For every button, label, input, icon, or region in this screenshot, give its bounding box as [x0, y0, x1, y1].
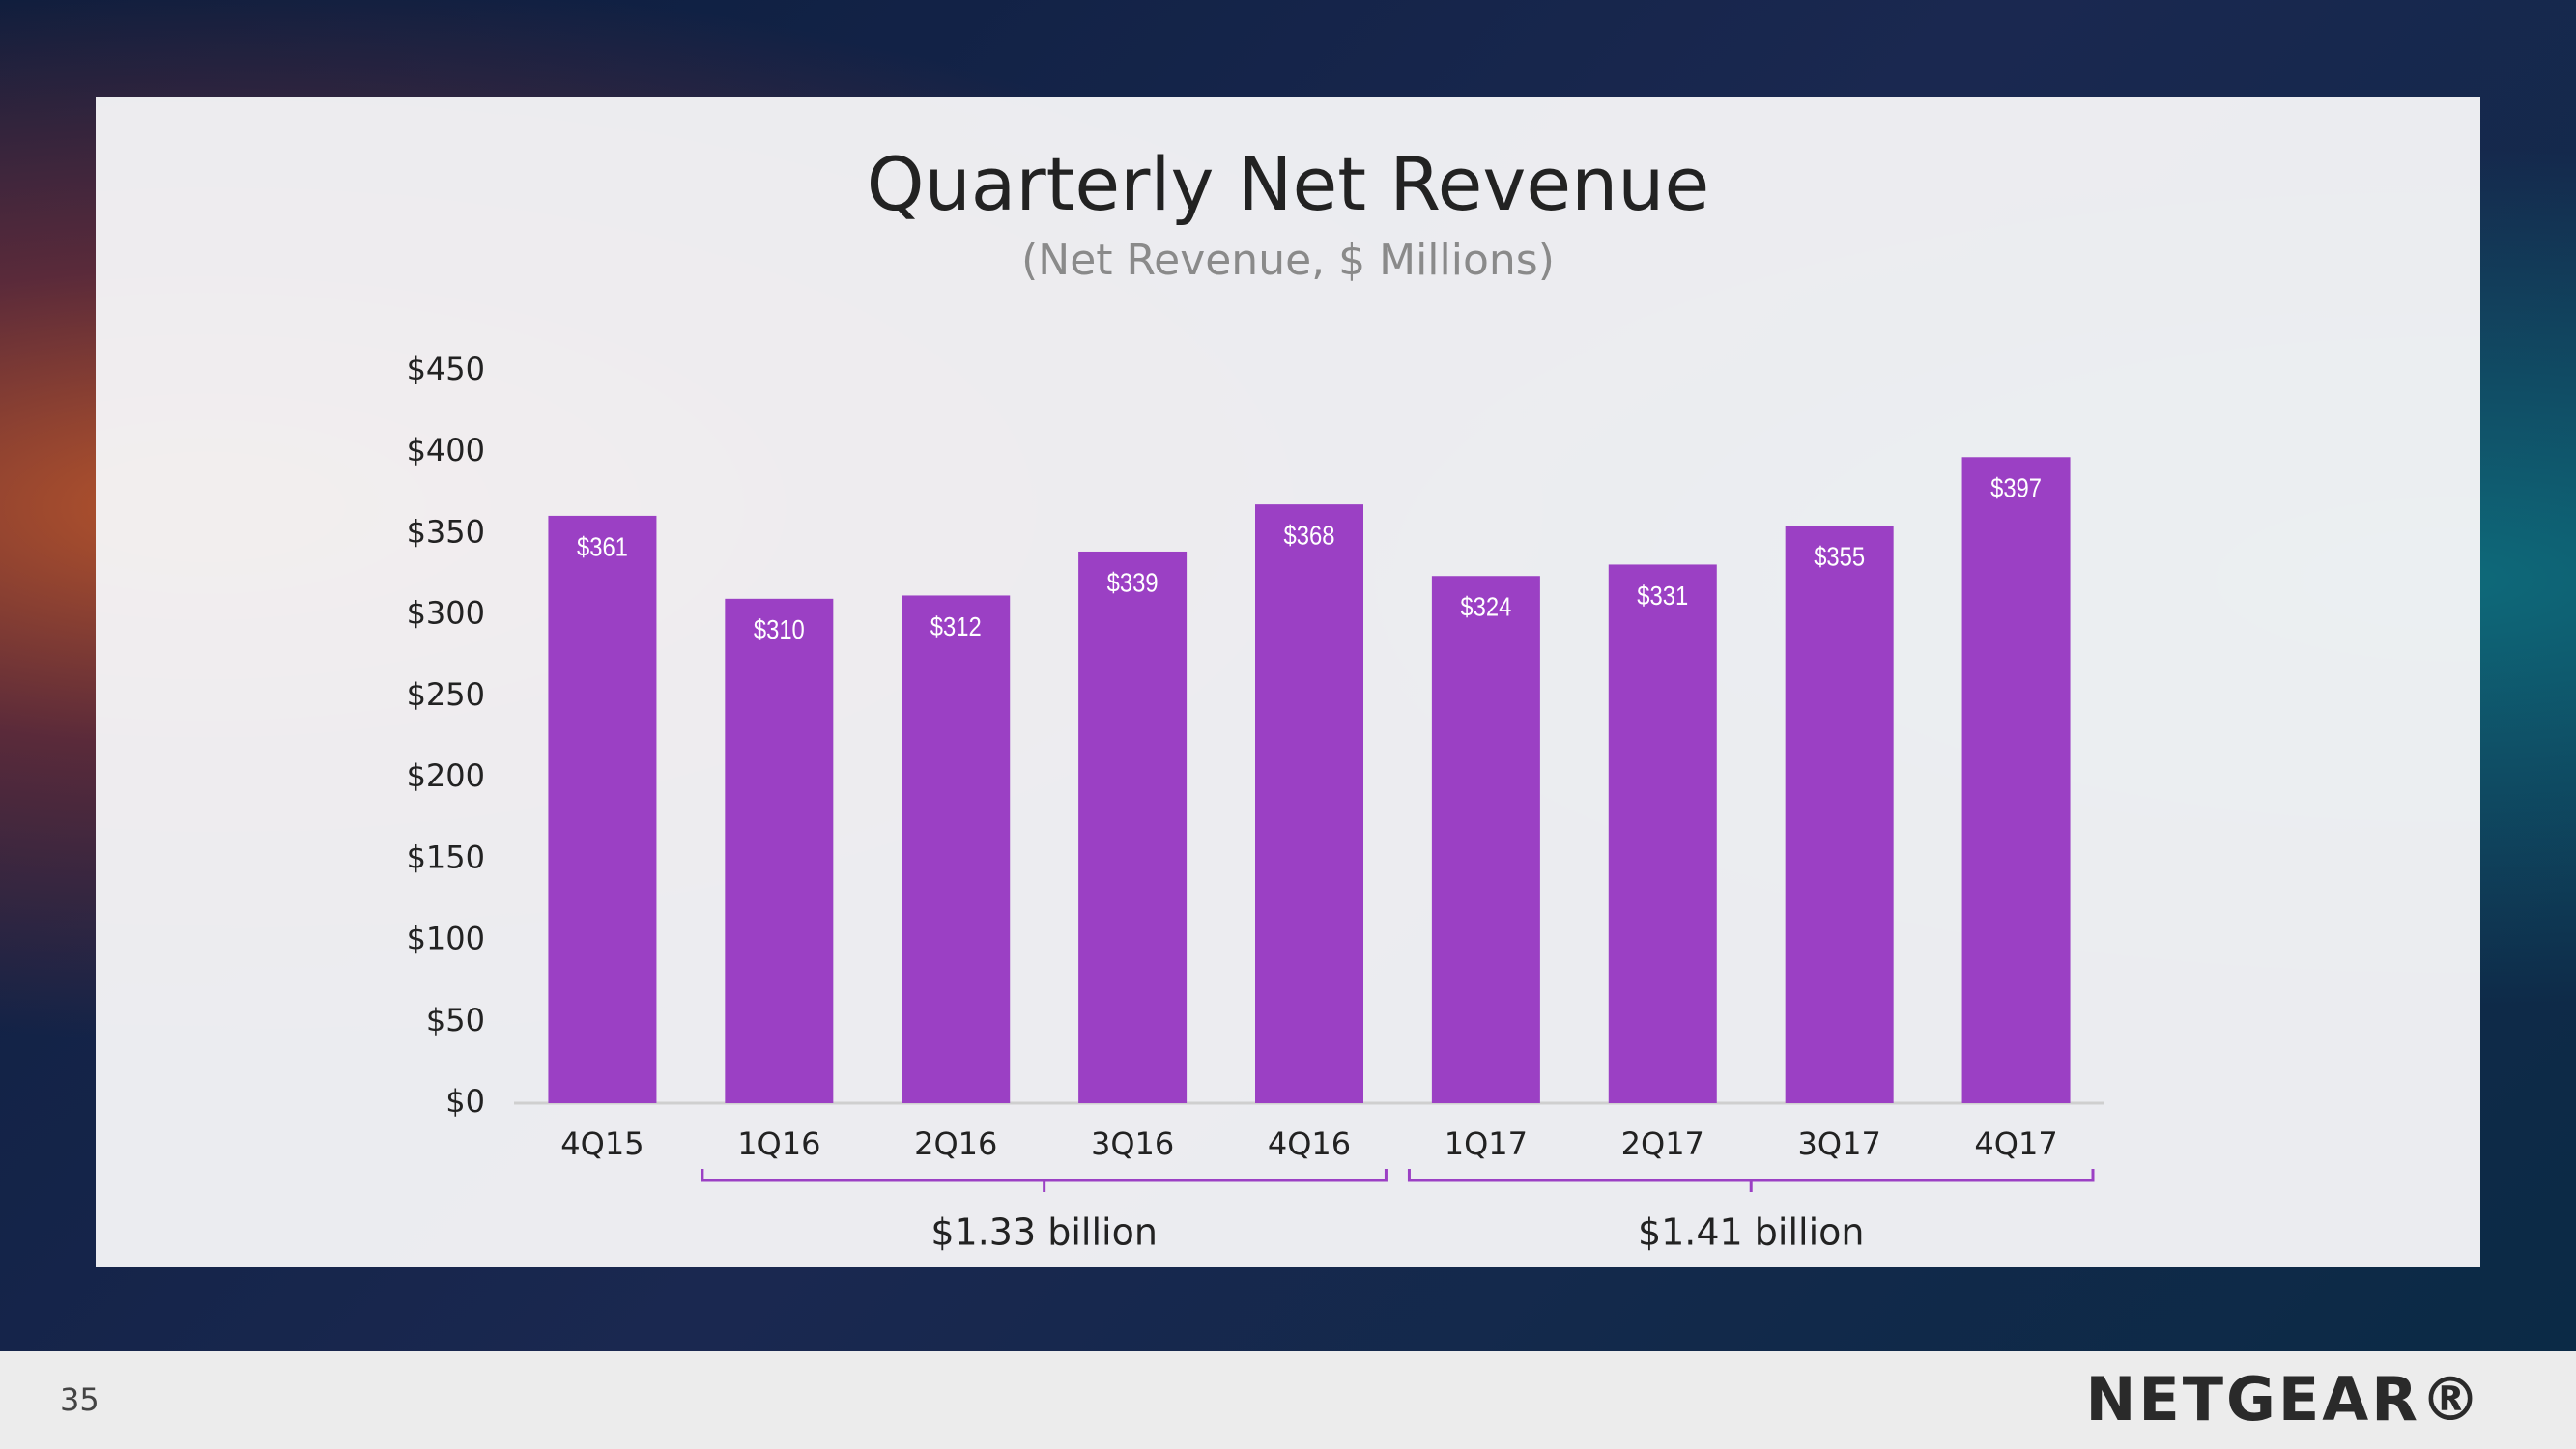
bracket: [701, 1169, 1388, 1192]
bar: [1961, 457, 2071, 1104]
x-tick-label: 3Q16: [1091, 1125, 1174, 1162]
bar: [1608, 564, 1717, 1103]
value-label: $397: [1990, 472, 2042, 503]
y-tick-label: $0: [445, 1083, 485, 1120]
x-tick-label: 4Q15: [560, 1125, 644, 1162]
value-label: $324: [1460, 591, 1511, 622]
y-tick-label: $100: [407, 921, 485, 957]
value-label: $339: [1107, 567, 1159, 598]
footer: [0, 1351, 2576, 1449]
y-tick-label: $250: [407, 676, 485, 713]
y-tick-label: $50: [426, 1002, 485, 1038]
value-label: $355: [1814, 541, 1865, 572]
bar: [902, 595, 1011, 1103]
value-label: $312: [930, 611, 982, 641]
x-tick-label: 3Q17: [1798, 1125, 1881, 1162]
x-tick-label: 1Q16: [737, 1125, 820, 1162]
x-tick-label: 2Q17: [1621, 1125, 1704, 1162]
value-label: $310: [754, 613, 805, 644]
bracket: [1407, 1169, 2095, 1192]
value-label: $361: [577, 530, 628, 561]
y-tick-label: $400: [407, 432, 485, 469]
chart-subtitle: (Net Revenue, $ Millions): [1021, 236, 1555, 285]
y-tick-label: $450: [407, 351, 485, 387]
y-tick-label: $150: [407, 838, 485, 875]
chart-title: Quarterly Net Revenue: [867, 141, 1709, 227]
y-tick-label: $350: [407, 513, 485, 550]
x-tick-label: 2Q16: [914, 1125, 997, 1162]
value-label: $368: [1284, 520, 1335, 551]
x-tick-label: 4Q16: [1268, 1125, 1351, 1162]
annotation: $1.33 billion: [930, 1211, 1158, 1254]
bar: [548, 515, 657, 1103]
x-tick-label: 1Q17: [1445, 1125, 1528, 1162]
value-label: $331: [1637, 580, 1688, 611]
logo: NETGEAR®: [2085, 1364, 2483, 1435]
x-tick-label: 4Q17: [1974, 1125, 2057, 1162]
y-tick-label: $200: [407, 757, 485, 794]
bar: [1431, 576, 1540, 1103]
bar: [1785, 526, 1894, 1103]
annotation: $1.41 billion: [1638, 1211, 1865, 1254]
bar: [1078, 551, 1188, 1103]
page-number: 35: [60, 1381, 100, 1418]
bar: [1255, 504, 1363, 1103]
bar: [725, 598, 834, 1103]
y-tick-label: $300: [407, 595, 485, 632]
